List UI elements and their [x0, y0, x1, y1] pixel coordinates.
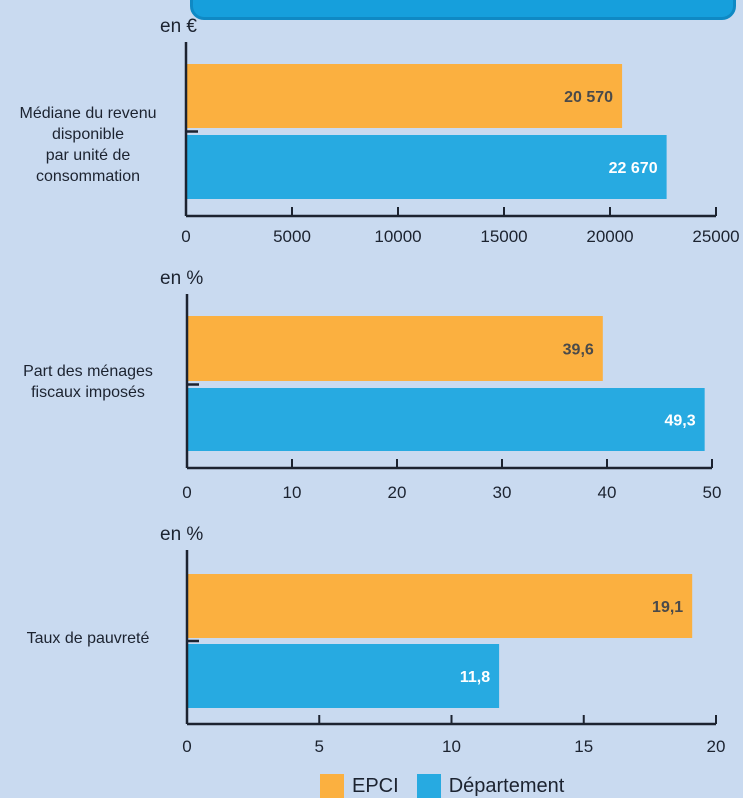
x-tick-label: 30	[493, 483, 512, 502]
unit-label: en %	[160, 268, 203, 289]
top-banner	[190, 0, 736, 20]
legend-label-epci: EPCI	[352, 774, 399, 797]
data-label-departement: 49,3	[665, 413, 696, 430]
x-tick-label: 25000	[692, 227, 739, 246]
x-tick-label: 15000	[480, 227, 527, 246]
bar-epci	[186, 64, 623, 128]
unit-label: en %	[160, 524, 203, 545]
bar-departement	[187, 388, 705, 451]
category-label: Médiane du revenu	[20, 105, 157, 122]
x-tick-label: 20	[707, 737, 726, 756]
data-label-departement: 22 670	[609, 160, 658, 177]
category-label: consommation	[36, 168, 140, 185]
data-label-epci: 20 570	[564, 89, 613, 106]
data-label-departement: 11,8	[460, 669, 490, 686]
bar-departement	[187, 644, 500, 708]
data-label-epci: 39,6	[563, 342, 594, 359]
legend: EPCI Département	[320, 774, 582, 798]
legend-swatch-epci	[320, 774, 344, 798]
x-tick-label: 50	[703, 483, 722, 502]
legend-label-departement: Département	[448, 774, 565, 797]
legend-swatch-departement	[416, 774, 441, 798]
x-tick-label: 10	[442, 737, 461, 756]
category-label: fiscaux imposés	[31, 384, 145, 401]
x-tick-label: 0	[182, 483, 191, 502]
category-label: par unité de	[46, 147, 131, 164]
x-tick-label: 10	[283, 483, 302, 502]
category-label: disponible	[52, 126, 124, 143]
legend-item-departement: Département	[416, 774, 565, 798]
category-label: Taux de pauvreté	[27, 630, 150, 647]
x-tick-label: 20000	[586, 227, 633, 246]
x-tick-label: 20	[388, 483, 407, 502]
x-tick-label: 40	[598, 483, 617, 502]
unit-label: en €	[160, 16, 197, 37]
category-label: Part des ménages	[23, 363, 153, 380]
x-tick-label: 10000	[374, 227, 421, 246]
data-label-epci: 19,1	[652, 599, 683, 616]
bar-epci	[187, 574, 693, 638]
x-tick-label: 0	[182, 737, 191, 756]
legend-item-epci: EPCI	[320, 774, 399, 798]
bar-departement	[186, 135, 667, 199]
bar-epci	[187, 316, 603, 381]
x-tick-label: 15	[574, 737, 593, 756]
x-tick-label: 5000	[273, 227, 311, 246]
x-tick-label: 0	[181, 227, 190, 246]
x-tick-label: 5	[315, 737, 324, 756]
